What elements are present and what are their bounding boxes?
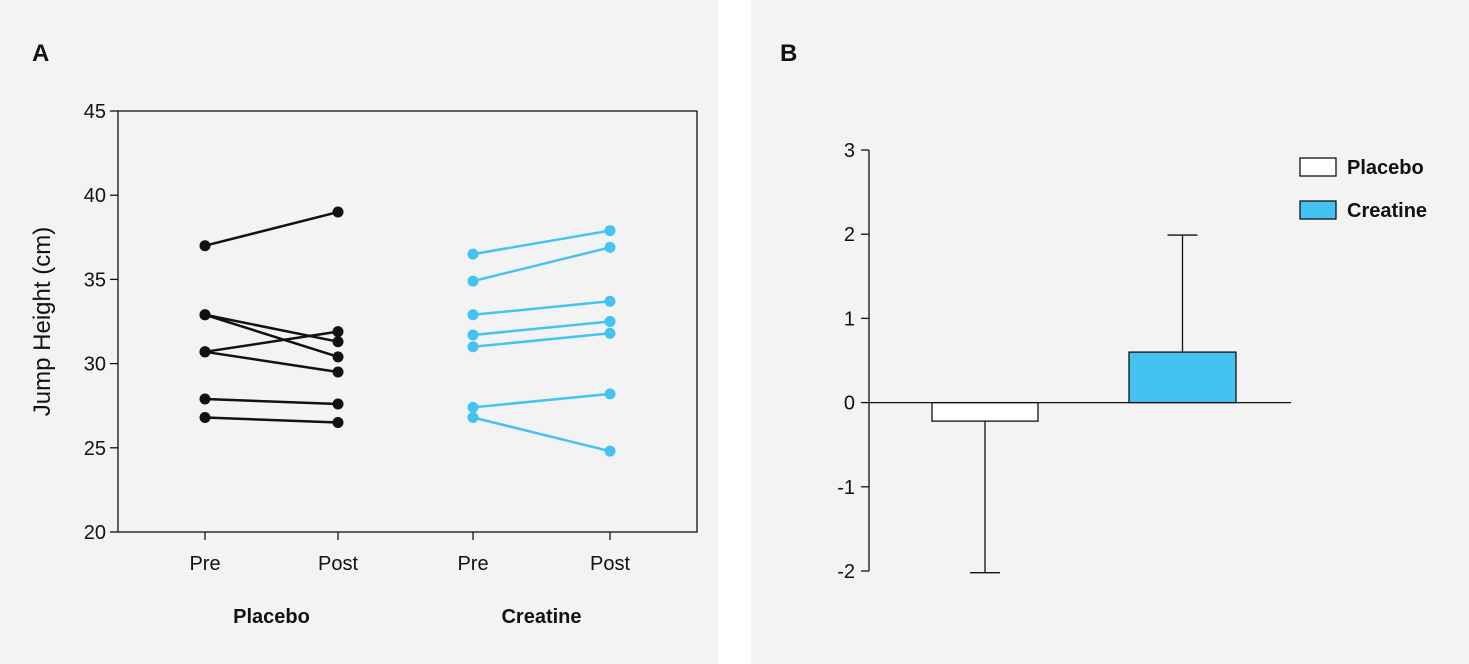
- y-axis-label: Jump Height (cm): [29, 227, 56, 416]
- post-point: [332, 417, 344, 429]
- subject-line: [472, 416, 611, 453]
- pre-point: [467, 329, 479, 341]
- post-point: [604, 225, 616, 237]
- pre-point: [199, 411, 211, 423]
- subject-line: [472, 332, 611, 349]
- legend-swatch: [1299, 200, 1337, 220]
- post-point: [604, 316, 616, 327]
- panel-label: B: [780, 40, 797, 67]
- subject-line: [472, 229, 611, 256]
- pre-point: [467, 411, 479, 423]
- subject-line: [472, 320, 611, 337]
- post-point: [332, 336, 344, 348]
- pre-point: [467, 341, 479, 353]
- post-point: [332, 206, 344, 218]
- subject-line: [204, 416, 339, 424]
- plot-frame: [117, 110, 698, 533]
- post-point: [332, 366, 344, 378]
- y-tick-label: 0: [844, 393, 855, 415]
- y-tick-label: 25: [84, 438, 106, 460]
- bar-creatine: [1128, 351, 1237, 404]
- pre-point: [467, 248, 479, 260]
- subject-line: [204, 313, 339, 359]
- x-tick-label: Pre: [189, 553, 220, 575]
- legend-swatch: [1299, 157, 1337, 177]
- post-point: [332, 351, 344, 363]
- pre-point: [199, 346, 211, 358]
- subject-line: [204, 330, 339, 354]
- subject-line: [472, 246, 611, 283]
- pre-point: [199, 309, 211, 321]
- subject-line: [204, 313, 339, 343]
- pre-point: [199, 393, 211, 405]
- pre-point: [467, 309, 479, 321]
- panel-a: A 20 25 30 35 40 45 Jump Height (cm) Pre Post Pre P…: [0, 0, 718, 664]
- y-tick-label: 40: [84, 185, 106, 207]
- pre-point: [467, 275, 479, 287]
- legend-label: Placebo: [1347, 157, 1424, 179]
- post-point: [604, 388, 616, 400]
- y-tick-label: 30: [84, 354, 106, 376]
- y-tick-label: 1: [844, 308, 855, 330]
- y-tick-label: 45: [84, 101, 106, 123]
- subject-line: [204, 397, 339, 406]
- y-tick-label: 35: [84, 269, 106, 291]
- x-tick-label: Post: [590, 553, 630, 575]
- post-point: [604, 445, 616, 457]
- y-tick-label: -2: [837, 561, 855, 583]
- subject-line: [472, 300, 611, 317]
- group-label: Creatine: [501, 606, 581, 628]
- post-point: [604, 295, 616, 307]
- legend-label: Creatine: [1347, 200, 1427, 222]
- y-tick-label: 2: [844, 224, 855, 246]
- post-point: [604, 241, 616, 253]
- subject-line: [204, 350, 339, 374]
- pre-point: [199, 240, 211, 252]
- x-tick-label: Pre: [457, 553, 488, 575]
- jump-height-chart: A 20 25 30 35 40 45 Jump Height (cm) Pre Post Pre P…: [29, 40, 698, 628]
- post-point: [332, 398, 344, 410]
- y-tick-label: 20: [84, 522, 106, 544]
- group-label: Placebo: [233, 606, 310, 628]
- y-tick-label: 3: [844, 140, 855, 162]
- panel-label: A: [32, 40, 49, 67]
- y-tick-label: -1: [837, 477, 855, 499]
- post-point: [604, 327, 616, 339]
- subject-line: [472, 392, 611, 409]
- pre-point: [467, 401, 479, 413]
- subject-line: [204, 210, 339, 247]
- x-tick-label: Post: [318, 553, 358, 575]
- post-point: [332, 326, 344, 338]
- bar-placebo: [931, 401, 1039, 422]
